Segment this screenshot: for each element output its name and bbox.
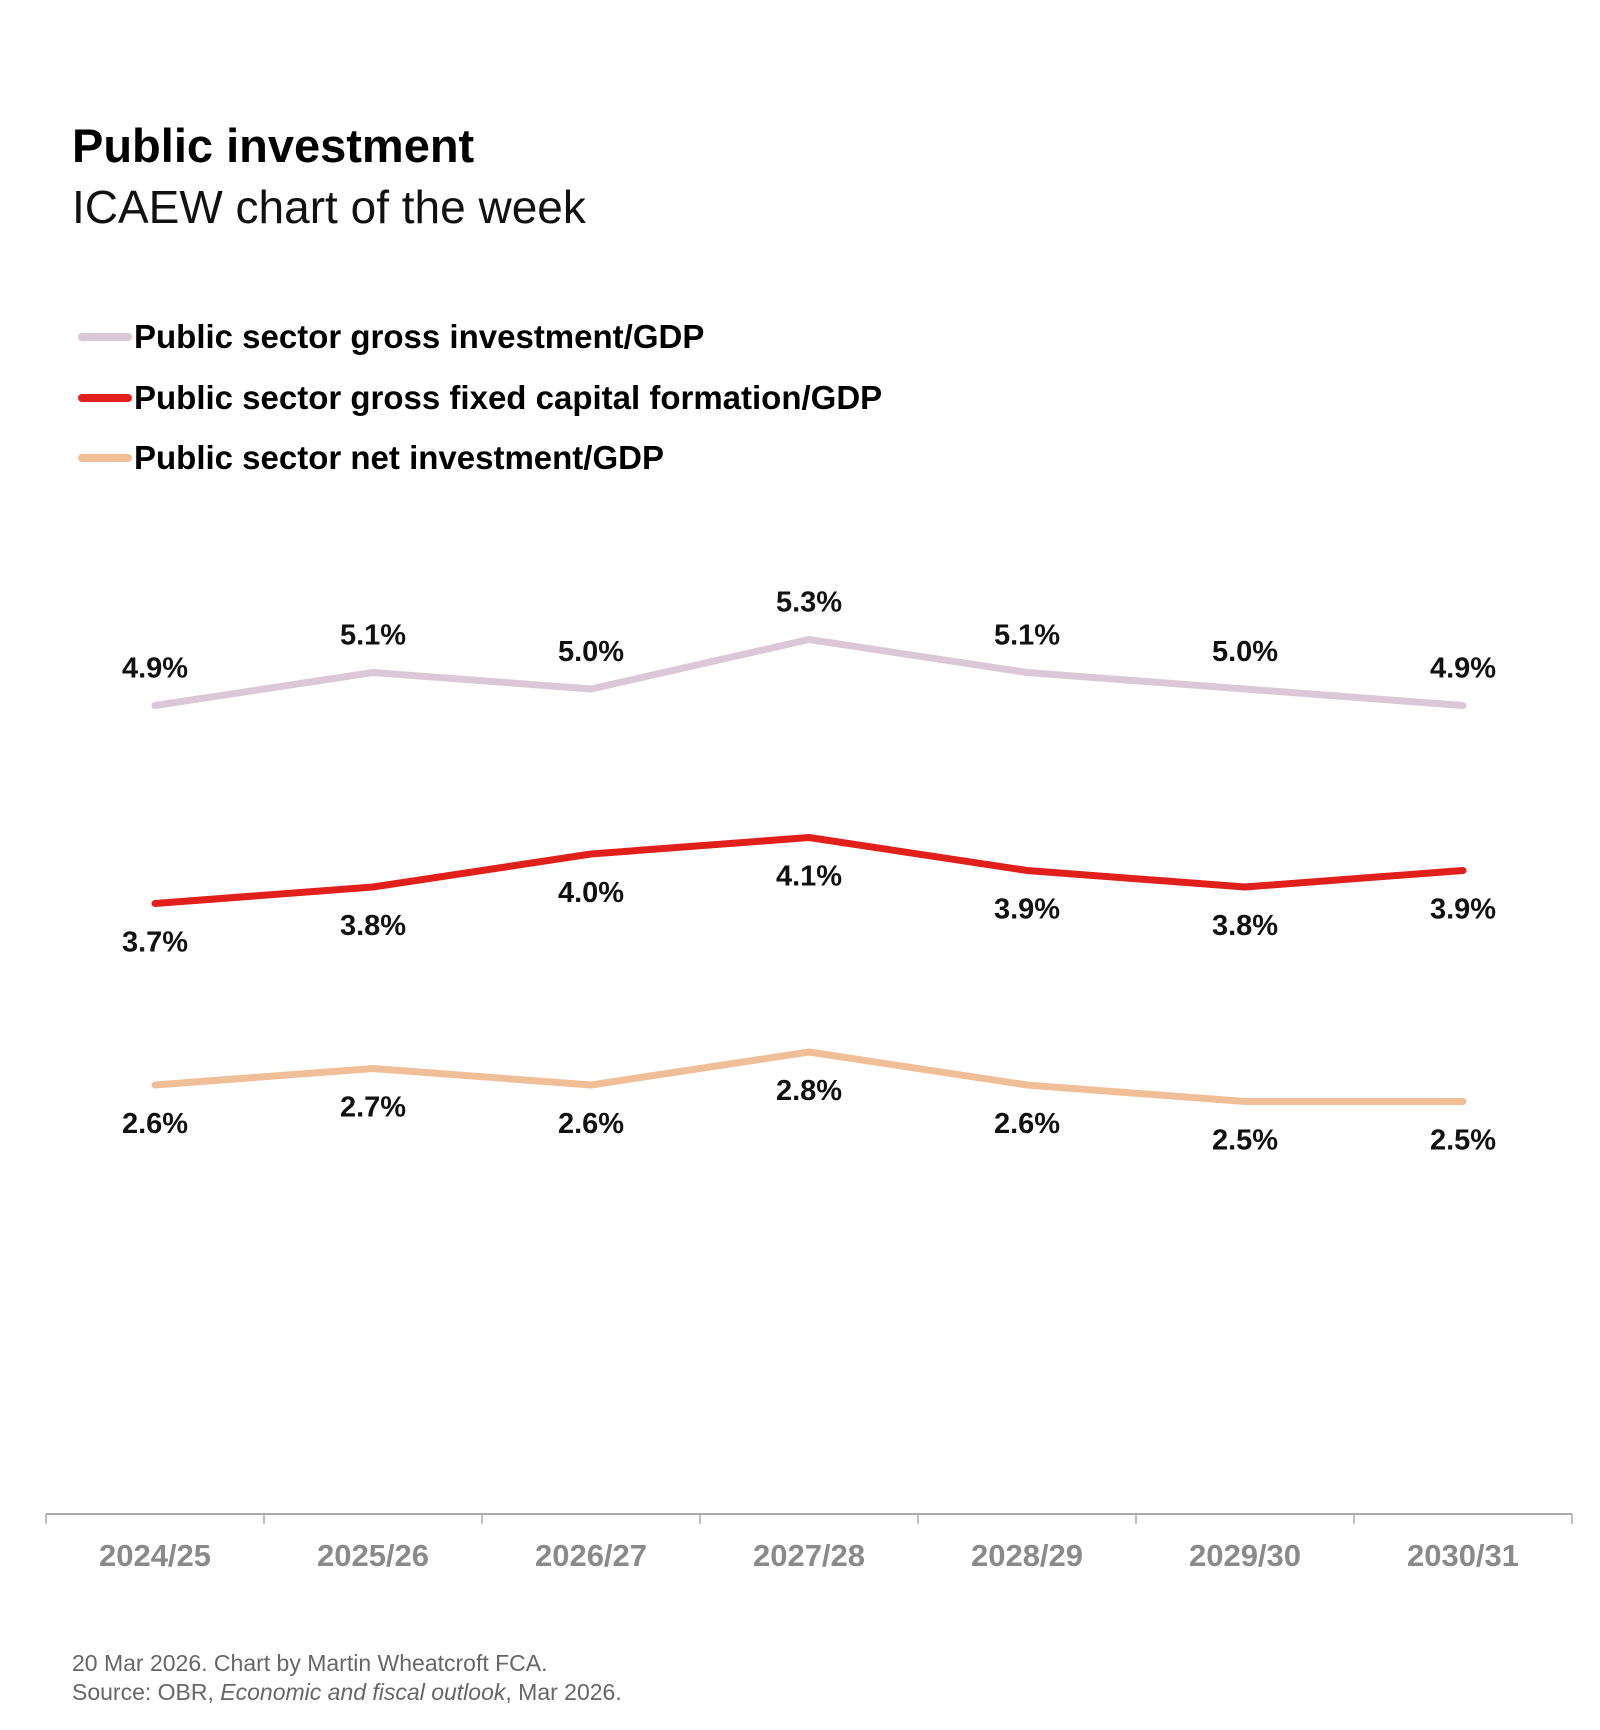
data-label: 5.3% — [776, 587, 842, 619]
chart-subtitle: ICAEW chart of the week — [72, 181, 586, 233]
data-label: 4.0% — [558, 877, 624, 909]
data-label: 4.9% — [1430, 653, 1496, 685]
data-label: 2.5% — [1212, 1125, 1278, 1157]
data-label: 2.6% — [558, 1108, 624, 1140]
x-tick-label: 2028/29 — [971, 1538, 1083, 1573]
legend-item-net-investment: Public sector net investment/GDP — [78, 438, 664, 478]
data-label: 4.9% — [122, 653, 188, 685]
chart-title: Public investment — [72, 119, 475, 172]
series-line-0 — [151, 636, 1467, 709]
legend-label: Public sector gross investment/GDP — [134, 318, 705, 355]
data-label: 2.6% — [994, 1108, 1060, 1140]
footer-source: Source: OBR, Economic and fiscal outlook… — [72, 1679, 622, 1706]
legend-label: Public sector net investment/GDP — [134, 439, 664, 476]
x-tick-label: 2024/25 — [99, 1538, 211, 1573]
legend-item-gross-investment: Public sector gross investment/GDP — [78, 317, 704, 357]
legend-swatch — [78, 394, 132, 402]
data-label: 5.1% — [994, 620, 1060, 652]
data-label: 3.9% — [1430, 894, 1496, 926]
x-tick-label: 2025/26 — [317, 1538, 429, 1573]
data-label: 2.8% — [776, 1075, 842, 1107]
legend-label: Public sector gross fixed capital format… — [134, 379, 883, 416]
x-tick-label: 2027/28 — [753, 1538, 865, 1573]
legend-swatch — [78, 454, 132, 462]
data-label: 2.7% — [340, 1092, 406, 1124]
data-label: 3.8% — [340, 910, 406, 942]
data-label: 3.7% — [122, 927, 188, 959]
legend-swatch — [78, 333, 132, 341]
data-label: 4.1% — [776, 861, 842, 893]
footer-credit: 20 Mar 2026. Chart by Martin Wheatcroft … — [72, 1650, 548, 1676]
series-line-1 — [151, 834, 1467, 907]
x-tick-label: 2030/31 — [1407, 1538, 1519, 1573]
x-tick-label: 2029/30 — [1189, 1538, 1301, 1573]
data-label: 5.0% — [558, 636, 624, 668]
data-label: 2.5% — [1430, 1125, 1496, 1157]
data-label: 3.9% — [994, 894, 1060, 926]
data-label: 3.8% — [1212, 910, 1278, 942]
data-label: 2.6% — [122, 1108, 188, 1140]
source-suffix: , Mar 2026. — [505, 1679, 622, 1705]
data-label: 5.1% — [340, 620, 406, 652]
source-prefix: Source: OBR, — [72, 1679, 221, 1705]
x-tick-label: 2026/27 — [535, 1538, 647, 1573]
source-title: Economic and fiscal outlook — [220, 1679, 506, 1705]
data-label: 5.0% — [1212, 636, 1278, 668]
legend-item-gfcf: Public sector gross fixed capital format… — [78, 378, 882, 418]
series-line-2 — [151, 1048, 1467, 1105]
